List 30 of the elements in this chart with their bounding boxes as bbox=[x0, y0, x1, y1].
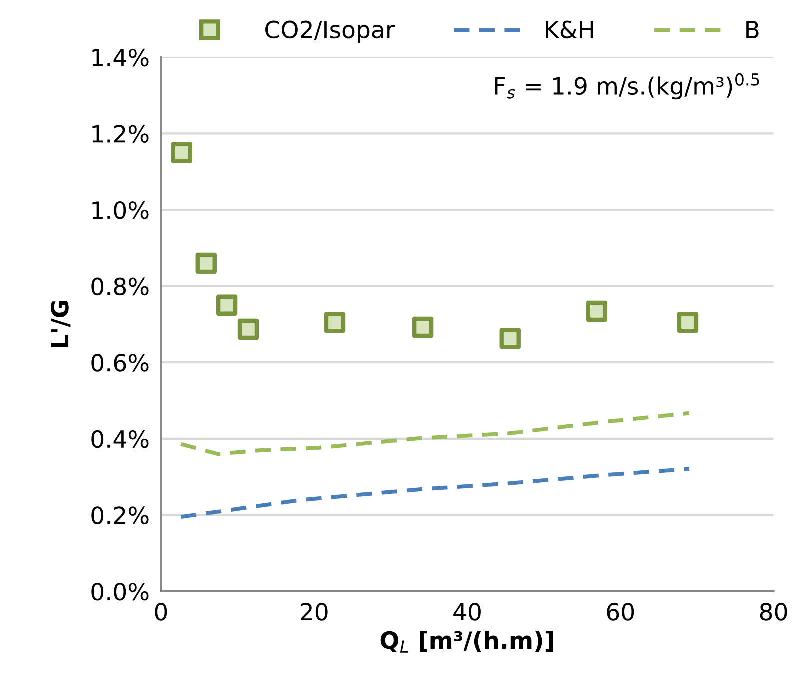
y-tick-label: 0.6% bbox=[92, 354, 149, 372]
point bbox=[216, 294, 238, 316]
point bbox=[677, 312, 699, 334]
y-tick-label: 1.0% bbox=[92, 201, 149, 220]
legend-label: CO2/Isopar bbox=[266, 20, 396, 44]
point bbox=[586, 300, 608, 322]
legend-label: K&H bbox=[546, 20, 594, 39]
annotation: F$_{s}$ = 1.9 m/s.(kg/m³)$^{0.5}$ bbox=[495, 73, 760, 100]
point bbox=[238, 318, 260, 340]
legend-label: B bbox=[746, 21, 759, 38]
x-tick-label: 20 bbox=[301, 603, 328, 621]
y-tick-label: 1.2% bbox=[92, 125, 149, 144]
point bbox=[196, 252, 217, 274]
x-tick-label: 80 bbox=[760, 603, 788, 621]
y-tick-label: 0.2% bbox=[92, 506, 149, 525]
x-tick-label: 0 bbox=[155, 603, 168, 621]
x-axis-title: Q$_{L}$ [m³/(h.m)] bbox=[380, 631, 554, 653]
line-series bbox=[179, 411, 692, 456]
x-tick-label: 60 bbox=[607, 603, 634, 621]
point bbox=[171, 142, 192, 164]
point bbox=[324, 312, 346, 334]
line-series bbox=[179, 467, 692, 520]
point bbox=[500, 328, 521, 350]
x-tick-label: 40 bbox=[454, 603, 481, 621]
y-tick-label: 1.4% bbox=[92, 48, 149, 67]
y-tick-label: 0.0% bbox=[92, 582, 149, 601]
point bbox=[412, 316, 434, 338]
y-axis-title: L'/G bbox=[51, 301, 71, 348]
y-tick-label: 0.8% bbox=[92, 278, 149, 296]
y-tick-label: 0.4% bbox=[92, 430, 149, 448]
